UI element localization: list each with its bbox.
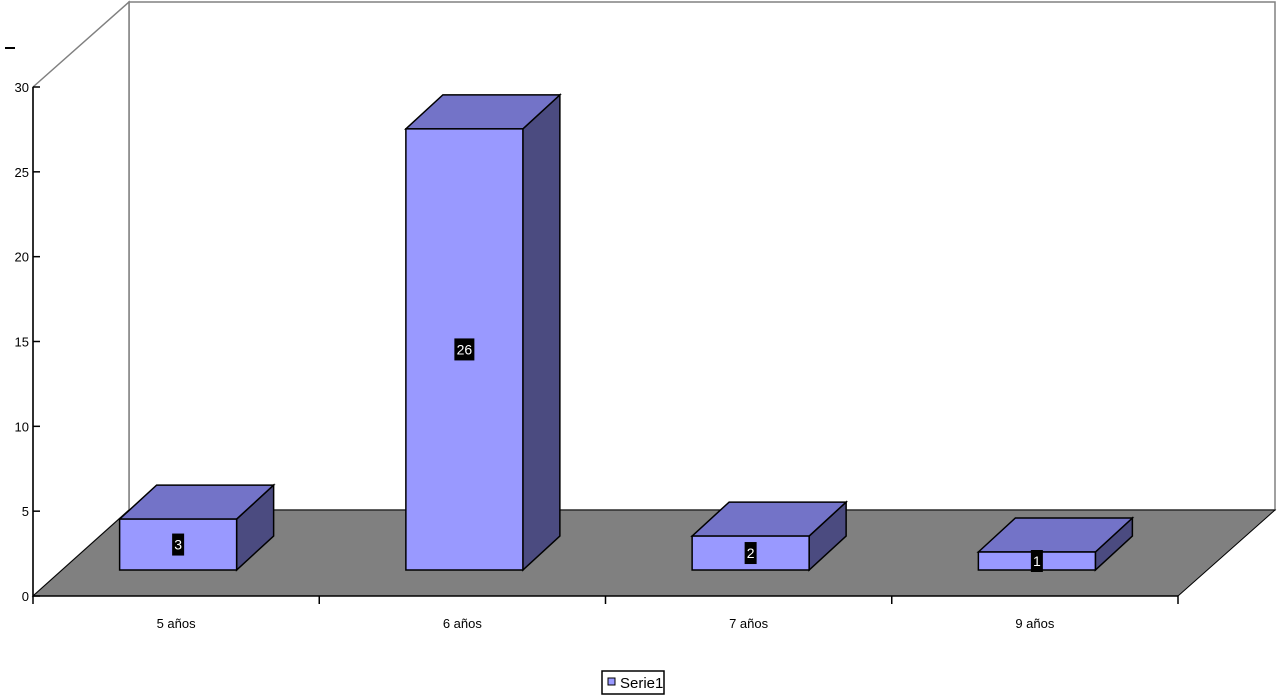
y-tick-label: 25 xyxy=(15,165,29,180)
y-tick-label: 30 xyxy=(15,80,29,95)
data-label-text: 1 xyxy=(1033,553,1041,569)
y-axis-ticks: 0 5 10 15 20 25 30 xyxy=(15,80,40,604)
x-category-label: 9 años xyxy=(1015,616,1055,631)
y-tick-label: 15 xyxy=(15,335,29,350)
legend-box xyxy=(601,670,665,695)
legend-swatch xyxy=(607,677,616,686)
side-wall xyxy=(32,0,130,598)
bar-side-face xyxy=(522,93,561,572)
data-label-text: 2 xyxy=(747,545,755,561)
data-label: 1 xyxy=(1030,550,1043,572)
bar xyxy=(403,93,562,572)
data-label-text: 26 xyxy=(457,341,473,357)
data-label: 26 xyxy=(454,338,475,361)
y-tick-label: 10 xyxy=(15,419,29,434)
bar xyxy=(690,500,849,572)
y-tick-label: 5 xyxy=(22,504,29,519)
x-category-label: 7 años xyxy=(729,616,769,631)
bar xyxy=(117,483,276,572)
x-category-label: 5 años xyxy=(157,616,197,631)
legend: Serie1 xyxy=(601,670,665,695)
data-label-text: 3 xyxy=(174,537,182,553)
data-label: 3 xyxy=(172,533,185,556)
legend-label: Serie1 xyxy=(620,675,663,692)
data-label-bg xyxy=(744,542,757,565)
data-label-bg xyxy=(172,533,185,556)
data-label-bg xyxy=(454,338,475,361)
bars-group xyxy=(117,93,1135,572)
x-axis-ticks: 5 años 6 años 7 años 9 años xyxy=(32,596,1179,631)
y-tick-label: 0 xyxy=(22,589,29,604)
data-labels-group: 3 26 2 1 xyxy=(172,338,1043,572)
x-category-label: 6 años xyxy=(443,616,483,631)
y-tick-label: 20 xyxy=(15,250,29,265)
data-label-bg xyxy=(1030,550,1043,572)
data-label: 2 xyxy=(744,542,757,565)
back-wall xyxy=(128,1,1276,511)
